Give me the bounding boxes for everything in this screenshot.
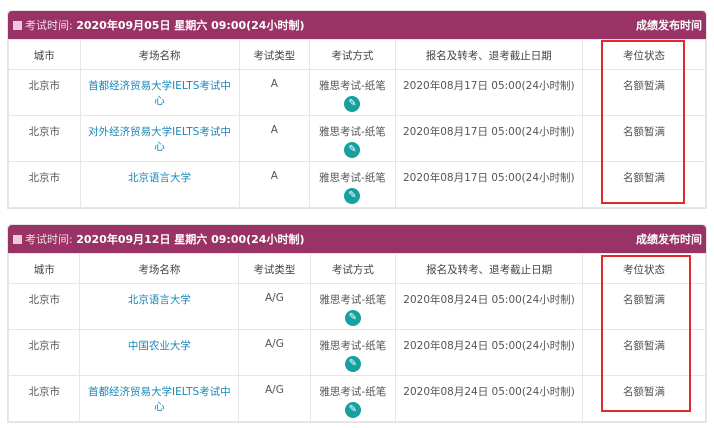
score-release-link[interactable]: 成绩发布时间 — [636, 233, 702, 246]
city: 北京市 — [8, 115, 81, 162]
pencil-icon[interactable]: ✎ — [344, 188, 361, 204]
exam-method: 雅思考试-纸笔 — [319, 294, 387, 306]
deadline: 2020年08月24日 05:00(24小时制) — [395, 375, 584, 422]
exam-type: A/G — [238, 329, 311, 376]
session-table: 城市 考场名称 考试类型 考试方式 报名及转考、退考截止日期 考位状态 北京市 首都经济贸… — [8, 39, 707, 208]
score-release-link[interactable]: 成绩发布时间 — [636, 19, 702, 32]
column-header: 考试类型 — [238, 253, 311, 284]
status-highlight-box — [601, 40, 685, 204]
exam-time-label: 考试时间: — [25, 233, 73, 246]
exam-method: 雅思考试-纸笔 — [319, 80, 386, 92]
exam-type: A — [238, 115, 311, 162]
status-highlight-box — [601, 255, 691, 412]
column-header: 报名及转考、退考截止日期 — [394, 39, 583, 70]
exam-type: A — [238, 69, 311, 116]
pencil-icon[interactable]: ✎ — [344, 96, 361, 112]
exam-time-label: 考试时间: — [25, 19, 73, 32]
column-header: 考场名称 — [79, 253, 240, 284]
city: 北京市 — [8, 69, 81, 116]
pencil-icon[interactable]: ✎ — [344, 356, 361, 372]
exam-date: 2020年09月12日 星期六 09:00(24小时制) — [76, 233, 305, 246]
venue-link[interactable]: 中国农业大学 — [127, 340, 191, 352]
exam-date: 2020年09月05日 星期六 09:00(24小时制) — [76, 19, 305, 32]
column-header: 考场名称 — [79, 39, 240, 70]
calendar-icon — [13, 21, 22, 30]
pencil-icon[interactable]: ✎ — [344, 402, 361, 418]
exam-type: A/G — [238, 283, 311, 330]
session-header: 考试时间: 2020年09月12日 星期六 09:00(24小时制) 成绩发布时间 — [8, 225, 706, 253]
venue-link[interactable]: 首都经济贸易大学IELTS考试中心 — [87, 386, 231, 413]
calendar-icon — [13, 235, 22, 244]
exam-method: 雅思考试-纸笔 — [319, 172, 386, 184]
session-header: 考试时间: 2020年09月05日 星期六 09:00(24小时制) 成绩发布时间 — [8, 11, 706, 39]
city: 北京市 — [7, 329, 81, 376]
column-header: 报名及转考、退考截止日期 — [395, 253, 584, 284]
pencil-icon[interactable]: ✎ — [344, 142, 361, 158]
table-row: 北京市 对外经济贸易大学IELTS考试中心 A 雅思考试-纸笔 ✎ 2020年08… — [8, 115, 707, 162]
table-row: 北京市 北京语言大学 A 雅思考试-纸笔 ✎ 2020年08月17日 05:00(… — [8, 161, 707, 208]
column-header: 考试方式 — [309, 39, 396, 70]
city: 北京市 — [8, 161, 81, 208]
venue-link[interactable]: 首都经济贸易大学IELTS考试中心 — [88, 80, 231, 107]
exam-method: 雅思考试-纸笔 — [319, 340, 387, 352]
column-header: 城市 — [8, 39, 81, 70]
deadline: 2020年08月17日 05:00(24小时制) — [394, 69, 583, 116]
pencil-icon[interactable]: ✎ — [344, 310, 361, 326]
venue-link[interactable]: 对外经济贸易大学IELTS考试中心 — [88, 126, 231, 153]
venue-link[interactable]: 北京语言大学 — [127, 294, 191, 306]
venue-link[interactable]: 北京语言大学 — [128, 172, 191, 184]
deadline: 2020年08月24日 05:00(24小时制) — [395, 283, 584, 330]
exam-session-panel: 考试时间: 2020年09月05日 星期六 09:00(24小时制) 成绩发布时间… — [7, 10, 707, 209]
exam-method: 雅思考试-纸笔 — [319, 386, 387, 398]
deadline: 2020年08月17日 05:00(24小时制) — [394, 115, 583, 162]
column-header: 考试类型 — [238, 39, 311, 70]
city: 北京市 — [7, 375, 81, 422]
exam-type: A/G — [238, 375, 311, 422]
deadline: 2020年08月24日 05:00(24小时制) — [395, 329, 584, 376]
deadline: 2020年08月17日 05:00(24小时制) — [394, 161, 583, 208]
city: 北京市 — [7, 283, 81, 330]
column-header: 城市 — [7, 253, 81, 284]
exam-type: A — [238, 161, 311, 208]
column-header: 考试方式 — [309, 253, 397, 284]
table-row: 北京市 首都经济贸易大学IELTS考试中心 A 雅思考试-纸笔 ✎ 2020年08… — [8, 69, 707, 116]
exam-method: 雅思考试-纸笔 — [319, 126, 386, 138]
